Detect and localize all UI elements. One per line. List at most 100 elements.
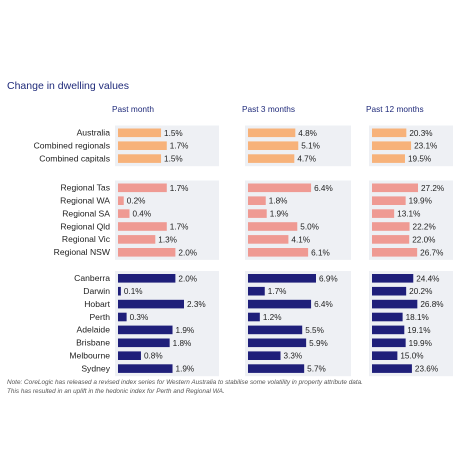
row-label: Regional Tas — [60, 183, 110, 193]
value-label: 19.1% — [407, 326, 430, 335]
value-label: 22.2% — [413, 223, 436, 232]
bar — [118, 209, 130, 218]
value-label: 22.0% — [412, 235, 435, 244]
bar — [248, 351, 281, 360]
row-label: Canberra — [74, 273, 110, 283]
row-label: Perth — [89, 312, 110, 322]
bar — [118, 351, 141, 360]
value-label: 1.7% — [170, 184, 189, 193]
bar — [372, 183, 418, 193]
value-label: 2.0% — [178, 248, 197, 257]
value-label: 1.9% — [270, 210, 289, 219]
bar — [118, 338, 170, 348]
value-label: 23.6% — [415, 365, 438, 374]
value-label: 1.5% — [164, 155, 183, 164]
row-label: Regional Vic — [62, 234, 111, 244]
footnote-line-2: This has resulted in an uplift in the he… — [7, 388, 225, 395]
row-label: Regional Qld — [60, 221, 110, 231]
value-label: 1.3% — [158, 235, 177, 244]
row-label: Regional NSW — [54, 247, 111, 257]
bar — [248, 325, 303, 335]
value-label: 1.8% — [173, 339, 192, 348]
page-title: Change in dwelling values — [7, 80, 129, 92]
value-label: 1.7% — [170, 142, 189, 151]
footnote-line-1: Note: CoreLogic has released a revised i… — [7, 379, 363, 386]
row-label: Combined capitals — [39, 153, 110, 163]
bar — [118, 364, 173, 373]
value-label: 0.8% — [144, 352, 163, 361]
bar — [372, 248, 418, 257]
bar — [248, 338, 307, 348]
value-label: 1.7% — [170, 223, 189, 232]
bar — [372, 209, 395, 218]
bar — [248, 128, 296, 138]
value-label: 1.2% — [263, 313, 282, 322]
value-label: 0.2% — [127, 197, 146, 206]
value-label: 0.3% — [130, 313, 149, 322]
footnote: Note: CoreLogic has released a revised i… — [7, 378, 467, 396]
value-label: 5.1% — [301, 142, 320, 151]
row-label: Hobart — [84, 299, 110, 309]
bar — [372, 141, 412, 150]
row-label: Melbourne — [69, 350, 110, 360]
panel-background — [369, 180, 453, 260]
bar — [372, 128, 407, 138]
bar — [248, 235, 289, 244]
bar — [118, 235, 156, 244]
bar — [372, 299, 418, 309]
value-label: 20.2% — [409, 287, 432, 296]
bar — [372, 338, 406, 348]
bar — [248, 364, 305, 373]
bar — [372, 196, 406, 205]
bar — [248, 141, 299, 150]
bar — [118, 154, 162, 163]
bar — [118, 196, 124, 205]
bar — [248, 222, 298, 231]
value-label: 15.0% — [400, 352, 423, 361]
bar — [372, 154, 405, 163]
row-label: Regional SA — [62, 208, 110, 218]
value-label: 6.4% — [314, 300, 333, 309]
bar — [372, 274, 414, 283]
bar — [248, 286, 265, 296]
value-label: 27.2% — [421, 184, 444, 193]
row-label: Brisbane — [76, 338, 110, 348]
bar — [118, 312, 127, 322]
bar — [248, 299, 312, 309]
bar — [118, 222, 167, 231]
value-label: 1.8% — [269, 197, 288, 206]
value-label: 6.9% — [319, 274, 338, 283]
bar — [118, 274, 176, 283]
value-label: 18.1% — [406, 313, 429, 322]
value-label: 19.9% — [409, 197, 432, 206]
row-label: Australia — [77, 128, 111, 138]
value-label: 4.7% — [297, 155, 316, 164]
panel-background — [115, 180, 219, 260]
bar — [372, 364, 412, 373]
row-label: Combined regionals — [34, 140, 110, 150]
bar — [248, 209, 267, 218]
value-label: 5.9% — [309, 339, 328, 348]
value-label: 20.3% — [409, 129, 432, 138]
bar — [372, 325, 405, 335]
panel-header: Past 12 months — [366, 104, 424, 114]
bar — [248, 312, 260, 322]
value-label: 4.1% — [291, 235, 310, 244]
value-label: 2.0% — [178, 274, 197, 283]
value-label: 0.1% — [124, 287, 143, 296]
value-label: 5.5% — [305, 326, 324, 335]
value-label: 24.4% — [416, 274, 439, 283]
value-label: 1.7% — [268, 287, 287, 296]
value-label: 26.7% — [420, 248, 443, 257]
bar — [248, 274, 316, 283]
bar — [118, 299, 184, 309]
bar — [118, 141, 167, 150]
value-label: 5.7% — [307, 365, 326, 374]
bar — [248, 196, 266, 205]
row-label: Regional WA — [60, 195, 110, 205]
value-label: 26.8% — [420, 300, 443, 309]
bar — [372, 351, 398, 360]
value-label: 19.9% — [409, 339, 432, 348]
bar — [372, 222, 410, 231]
